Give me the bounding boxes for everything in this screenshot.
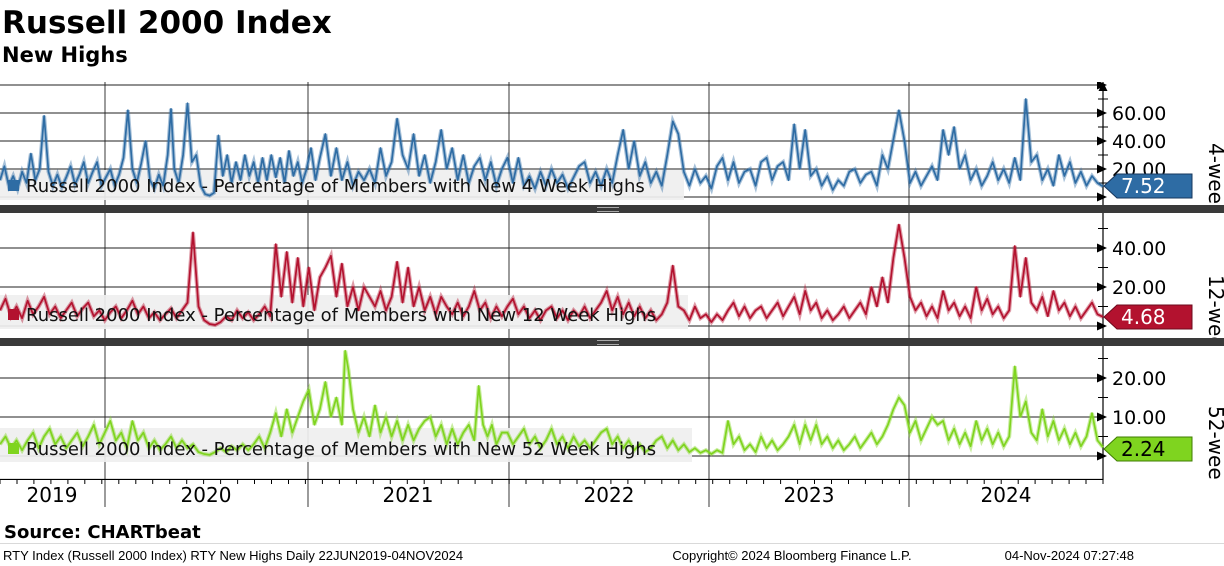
legend-swatch bbox=[8, 180, 19, 191]
legend-swatch bbox=[8, 443, 19, 454]
svg-text:40.00: 40.00 bbox=[1112, 131, 1166, 153]
panel-divider-2[interactable] bbox=[0, 338, 1224, 346]
panel-axis-name: 52-week bbox=[1204, 406, 1224, 480]
footer-timestamp: 04-Nov-2024 07:27:48 bbox=[1004, 548, 1134, 563]
x-axis-year-labels: 2019 2020 2021 2022 2023 2024 bbox=[0, 480, 1104, 507]
last-value-tag: 2.24 bbox=[1103, 436, 1193, 462]
svg-text:2024: 2024 bbox=[981, 483, 1032, 507]
svg-text:2022: 2022 bbox=[584, 483, 635, 507]
svg-text:2023: 2023 bbox=[784, 483, 835, 507]
page-title: Russell 2000 Index bbox=[2, 5, 332, 41]
svg-text:2019: 2019 bbox=[27, 483, 78, 507]
source-line: Source: CHARTbeat bbox=[4, 522, 201, 543]
svg-text:40.00: 40.00 bbox=[1112, 238, 1166, 260]
footer-ticker-info: RTY Index (Russell 2000 Index) RTY New H… bbox=[3, 548, 464, 563]
svg-text:10.00: 10.00 bbox=[1112, 407, 1166, 429]
last-value-label: 4.68 bbox=[1121, 305, 1166, 329]
chart-panel-52week: 20.00 10.00 Russell 2000 Index - Percenta… bbox=[0, 346, 1224, 480]
svg-text:2021: 2021 bbox=[383, 483, 434, 507]
last-value-label: 2.24 bbox=[1121, 437, 1166, 461]
panel-axis-name: 12-week bbox=[1204, 275, 1224, 338]
svg-text:20.00: 20.00 bbox=[1112, 368, 1166, 390]
svg-text:60.00: 60.00 bbox=[1112, 103, 1166, 125]
chart-panel-12week: 40.00 20.00 Russell 2000 Index - Percenta… bbox=[0, 213, 1224, 338]
page-subtitle: New Highs bbox=[2, 43, 128, 67]
divider-grip-icon[interactable] bbox=[597, 340, 619, 345]
legend-label: Russell 2000 Index - Percentage of Membe… bbox=[26, 176, 645, 197]
legend-swatch bbox=[8, 309, 19, 320]
panel-axis-name: 4-week bbox=[1204, 143, 1224, 205]
svg-text:20.00: 20.00 bbox=[1112, 277, 1166, 299]
chart-header: Russell 2000 Index New Highs bbox=[0, 0, 1224, 82]
last-value-tag: 4.68 bbox=[1103, 304, 1193, 330]
legend-label: Russell 2000 Index - Percentage of Membe… bbox=[26, 439, 656, 460]
divider-grip-icon[interactable] bbox=[597, 207, 619, 212]
last-value-tag: 7.52 bbox=[1103, 173, 1193, 199]
legend-label: Russell 2000 Index - Percentage of Membe… bbox=[26, 305, 656, 326]
panel-divider-1[interactable] bbox=[0, 205, 1224, 213]
footer: RTY Index (Russell 2000 Index) RTY New H… bbox=[0, 543, 1224, 566]
last-value-label: 7.52 bbox=[1121, 174, 1166, 198]
svg-text:2020: 2020 bbox=[181, 483, 232, 507]
footer-copyright: Copyright© 2024 Bloomberg Finance L.P. bbox=[672, 548, 912, 563]
legend-background bbox=[0, 428, 692, 462]
